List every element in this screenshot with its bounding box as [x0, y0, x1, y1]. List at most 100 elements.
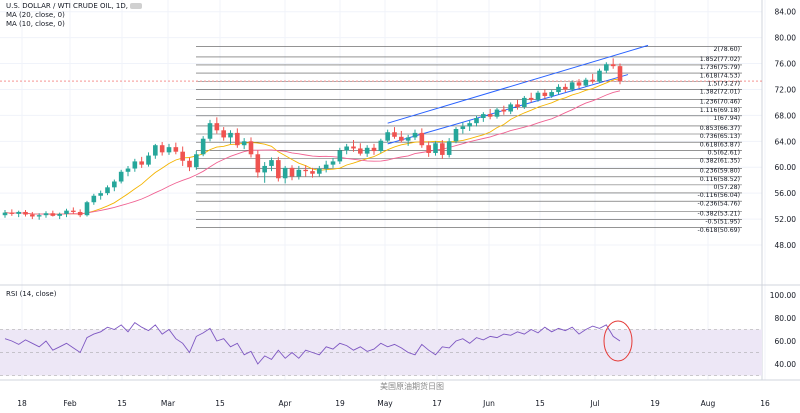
candle-body: [337, 150, 343, 162]
rsi-highlight-circle: [603, 320, 633, 362]
fib-level-label: 2(78.60): [714, 46, 740, 53]
candle-body: [528, 97, 534, 100]
candle-body: [105, 187, 110, 194]
fib-level-label: 1.852(77.02): [700, 56, 740, 63]
candle-body: [125, 168, 131, 172]
candle-body: [419, 132, 425, 146]
time-axis-tick: Feb: [63, 399, 77, 408]
ma20-line: [4, 90, 621, 215]
candle-body: [501, 109, 507, 112]
price-axis-tick: 52.00: [775, 215, 797, 224]
candle-body: [235, 132, 240, 146]
candle-body: [269, 160, 274, 166]
fib-level-label: -0.5(51.95): [705, 219, 740, 226]
price-axis-tick: 64.00: [775, 137, 797, 146]
fib-level-label: 1.116(69.18): [700, 107, 740, 114]
candle-body: [296, 169, 302, 177]
rsi-axis[interactable]: 100.00 80.00 60.00 40.00: [770, 291, 796, 369]
candle-body: [323, 164, 329, 169]
candle-body: [50, 213, 56, 216]
fib-level-label: 0.236(59.80): [700, 168, 740, 175]
time-axis-tick: Aug: [701, 399, 716, 408]
fib-level-label: 0(57.28): [714, 184, 740, 191]
candle-body: [187, 160, 192, 168]
candle-body: [542, 92, 548, 96]
symbol-title[interactable]: U.S. DOLLAR / WTI CRUDE OIL, 1D,: [6, 2, 143, 10]
price-axis-tick: 68.00: [775, 111, 797, 120]
candle-body: [194, 154, 199, 168]
candle-body: [590, 79, 595, 82]
candle-body: [351, 146, 356, 149]
ma20-legend[interactable]: MA (20, close, 0): [6, 11, 65, 19]
candle-body: [405, 137, 411, 141]
annotation-circle[interactable]: [603, 320, 633, 362]
rsi-legend[interactable]: RSI (14, close): [6, 290, 57, 298]
fib-level-label: -0.618(50.69): [698, 227, 741, 234]
candle-body: [214, 123, 220, 131]
candle-body: [344, 146, 349, 151]
candle-body: [23, 211, 28, 215]
candle-body: [378, 140, 384, 152]
candle-body: [604, 64, 609, 71]
trend-channel[interactable]: [0, 44, 762, 145]
fib-level-label: 0.736(65.13): [700, 133, 740, 140]
rsi-line: [4, 321, 621, 365]
candle-body: [98, 193, 103, 196]
ma10-legend[interactable]: MA (10, close, 0): [6, 20, 65, 28]
candle-body: [221, 130, 226, 138]
candle-body: [371, 147, 377, 152]
candle-body: [276, 160, 281, 179]
candle-body: [2, 212, 8, 216]
price-axis[interactable]: 84.00 80.00 76.00 72.00 68.00 64.00 60.00 56.00…: [775, 8, 797, 250]
channel-lower-line: [387, 74, 629, 145]
candle-body: [426, 145, 431, 153]
candle-body: [112, 181, 117, 188]
candle-body: [166, 147, 172, 153]
time-axis[interactable]: 18 Feb 15 Mar 15 Apr 19 May 17 Jun 15 Jul 19 Aug 16: [17, 399, 770, 408]
time-axis-tick: 17: [432, 399, 442, 408]
candle-body: [207, 123, 213, 139]
time-axis-tick: 18: [17, 399, 27, 408]
time-axis-tick: Apr: [279, 399, 293, 408]
rsi-series: [0, 321, 762, 376]
candle-body: [228, 132, 233, 138]
symbol-title-redaction: [130, 3, 143, 9]
candle-body: [508, 104, 513, 112]
price-axis-tick: 60.00: [775, 163, 797, 172]
candle-body: [433, 143, 438, 153]
time-axis-tick: 19: [335, 399, 345, 408]
candle-body: [399, 136, 404, 141]
candle-body: [173, 147, 179, 152]
candle-body: [153, 145, 158, 156]
candle-body: [91, 195, 97, 203]
time-axis-tick: 19: [650, 399, 660, 408]
candle-body: [467, 123, 472, 127]
candle-body: [364, 147, 370, 154]
candle-body: [549, 92, 554, 96]
rsi-axis-tick: 80.00: [775, 314, 797, 323]
price-axis-tick: 76.00: [775, 60, 797, 69]
fibonacci-levels[interactable]: 2(78.60) 1.852(77.02)1.736(75.79)1.618(74…: [196, 46, 742, 234]
candle-body: [118, 171, 124, 182]
candle-body: [289, 167, 295, 177]
candle-body: [180, 151, 185, 161]
candle-body: [453, 129, 459, 142]
candle-body: [597, 70, 602, 82]
candle-body: [248, 141, 254, 155]
candle-body: [43, 213, 49, 216]
candle-body: [200, 138, 206, 155]
candle-body: [71, 210, 76, 212]
fib-level-label: 0.382(61.35): [700, 158, 740, 165]
candle-body: [556, 86, 561, 93]
candle-body: [446, 141, 452, 155]
time-axis-tick: May: [377, 399, 393, 408]
candle-body: [84, 202, 90, 216]
candle-body: [392, 132, 397, 137]
time-axis-tick: 15: [215, 399, 225, 408]
candle-body: [569, 82, 575, 90]
fib-level-label: 1.5(73.27): [708, 80, 740, 87]
candle-body: [583, 79, 589, 86]
candle-body: [310, 171, 315, 174]
fib-level-label: -0.382(53.21): [698, 210, 741, 217]
